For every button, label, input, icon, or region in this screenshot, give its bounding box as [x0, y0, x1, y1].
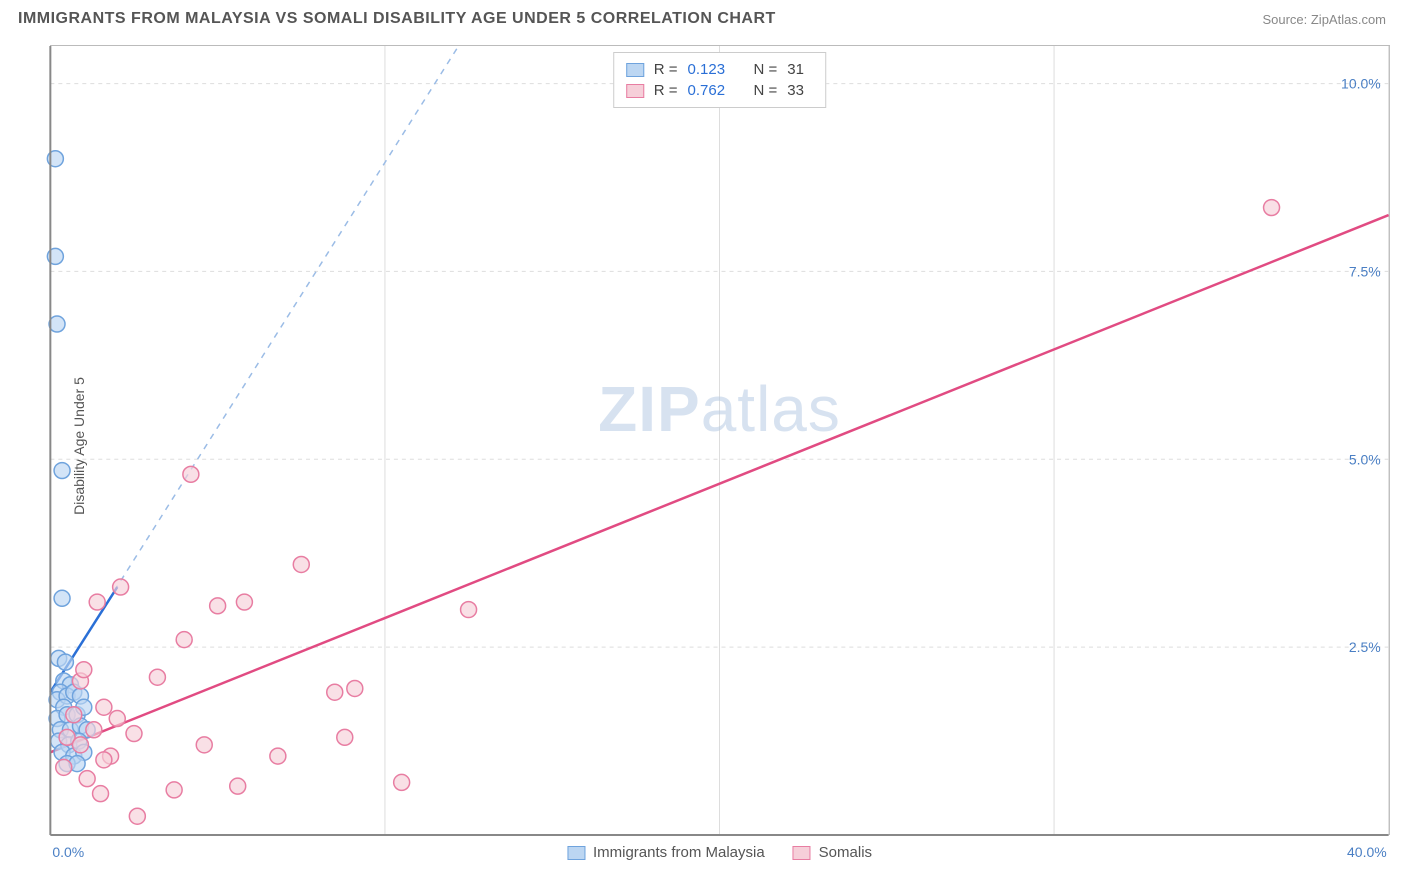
r-value: 0.762 — [688, 82, 736, 99]
legend-swatch — [567, 846, 585, 860]
chart-plot-area: 2.5%5.0%7.5%10.0%0.0%40.0% ZIPatlas R = … — [50, 45, 1390, 835]
correlation-legend: R = 0.123 N = 31 R = 0.762 N = 33 — [613, 52, 827, 108]
n-value: 33 — [787, 82, 813, 99]
legend-row: R = 0.123 N = 31 — [626, 59, 814, 80]
scatter-plot: 2.5%5.0%7.5%10.0%0.0%40.0% — [50, 46, 1389, 835]
svg-text:7.5%: 7.5% — [1349, 263, 1381, 279]
legend-swatch — [626, 63, 644, 77]
legend-label: Somalis — [819, 844, 872, 861]
svg-text:0.0%: 0.0% — [52, 844, 84, 860]
series-legend: Immigrants from Malaysia Somalis — [567, 844, 872, 861]
svg-text:2.5%: 2.5% — [1349, 639, 1381, 655]
legend-swatch — [626, 84, 644, 98]
legend-item: Somalis — [793, 844, 872, 861]
legend-row: R = 0.762 N = 33 — [626, 80, 814, 101]
r-label: R = — [654, 61, 678, 78]
n-label: N = — [754, 61, 778, 78]
header: IMMIGRANTS FROM MALAYSIA VS SOMALI DISAB… — [0, 0, 1406, 34]
svg-text:40.0%: 40.0% — [1347, 844, 1387, 860]
source-label: Source: ZipAtlas.com — [1262, 12, 1386, 27]
r-value: 0.123 — [688, 61, 736, 78]
legend-item: Immigrants from Malaysia — [567, 844, 765, 861]
legend-swatch — [793, 846, 811, 860]
n-value: 31 — [787, 61, 813, 78]
svg-text:10.0%: 10.0% — [1341, 76, 1381, 92]
legend-label: Immigrants from Malaysia — [593, 844, 765, 861]
r-label: R = — [654, 82, 678, 99]
svg-text:5.0%: 5.0% — [1349, 451, 1381, 467]
n-label: N = — [754, 82, 778, 99]
chart-title: IMMIGRANTS FROM MALAYSIA VS SOMALI DISAB… — [18, 10, 776, 28]
